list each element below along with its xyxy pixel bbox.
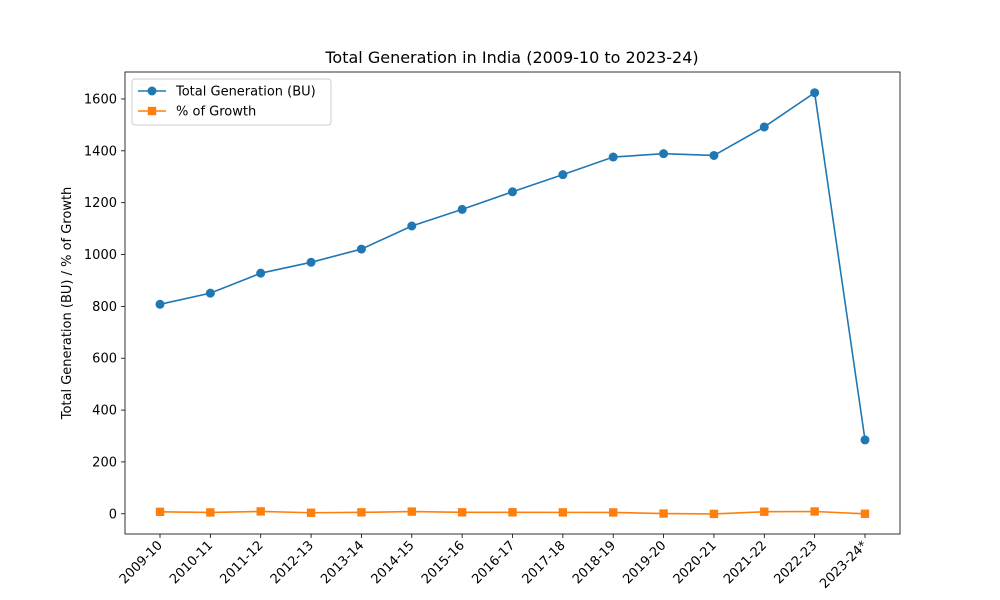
y-tick-label: 600 [92,352,117,367]
legend-marker [147,86,157,96]
data-point [256,268,266,278]
data-point [206,508,215,517]
y-tick-label: 1600 [84,92,117,107]
y-tick-label: 1000 [84,248,117,263]
data-point [860,509,870,518]
data-point [558,508,568,517]
data-point [760,507,769,516]
data-point [810,507,819,516]
data-point [609,508,618,517]
data-point [810,88,820,98]
legend-label: % of Growth [176,105,256,120]
data-point [508,187,517,197]
y-tick-label: 800 [92,300,117,315]
chart-title: Total Generation in India (2009-10 to 20… [324,48,698,67]
data-point [759,122,769,132]
data-point [205,288,215,298]
legend-label: Total Generation (BU) [175,85,316,100]
data-point [608,152,618,162]
y-tick-label: 1400 [84,144,117,159]
data-point [709,509,719,519]
data-point [659,149,669,159]
y-tick-label: 400 [92,404,117,419]
legend-box [131,78,332,126]
data-point [860,435,870,445]
data-point [356,244,366,254]
data-point [709,150,719,160]
data-point [659,509,668,518]
data-point [155,299,165,309]
y-tick-label: 200 [92,455,117,470]
data-point [407,507,416,516]
y-tick-label: 0 [109,507,117,522]
data-point [558,170,568,180]
data-point [155,507,165,517]
data-point [306,508,316,517]
data-point [357,508,366,517]
data-point [407,221,417,231]
data-point [306,257,316,267]
data-point [457,204,467,214]
data-point [256,507,265,516]
y-axis-label: Total Generation (BU) / % of Growth [60,187,75,421]
data-point [508,508,517,517]
y-tick-label: 1200 [84,196,117,211]
legend: Total Generation (BU) % of Growth [131,78,332,126]
data-point [457,508,467,517]
legend-marker [147,106,157,116]
